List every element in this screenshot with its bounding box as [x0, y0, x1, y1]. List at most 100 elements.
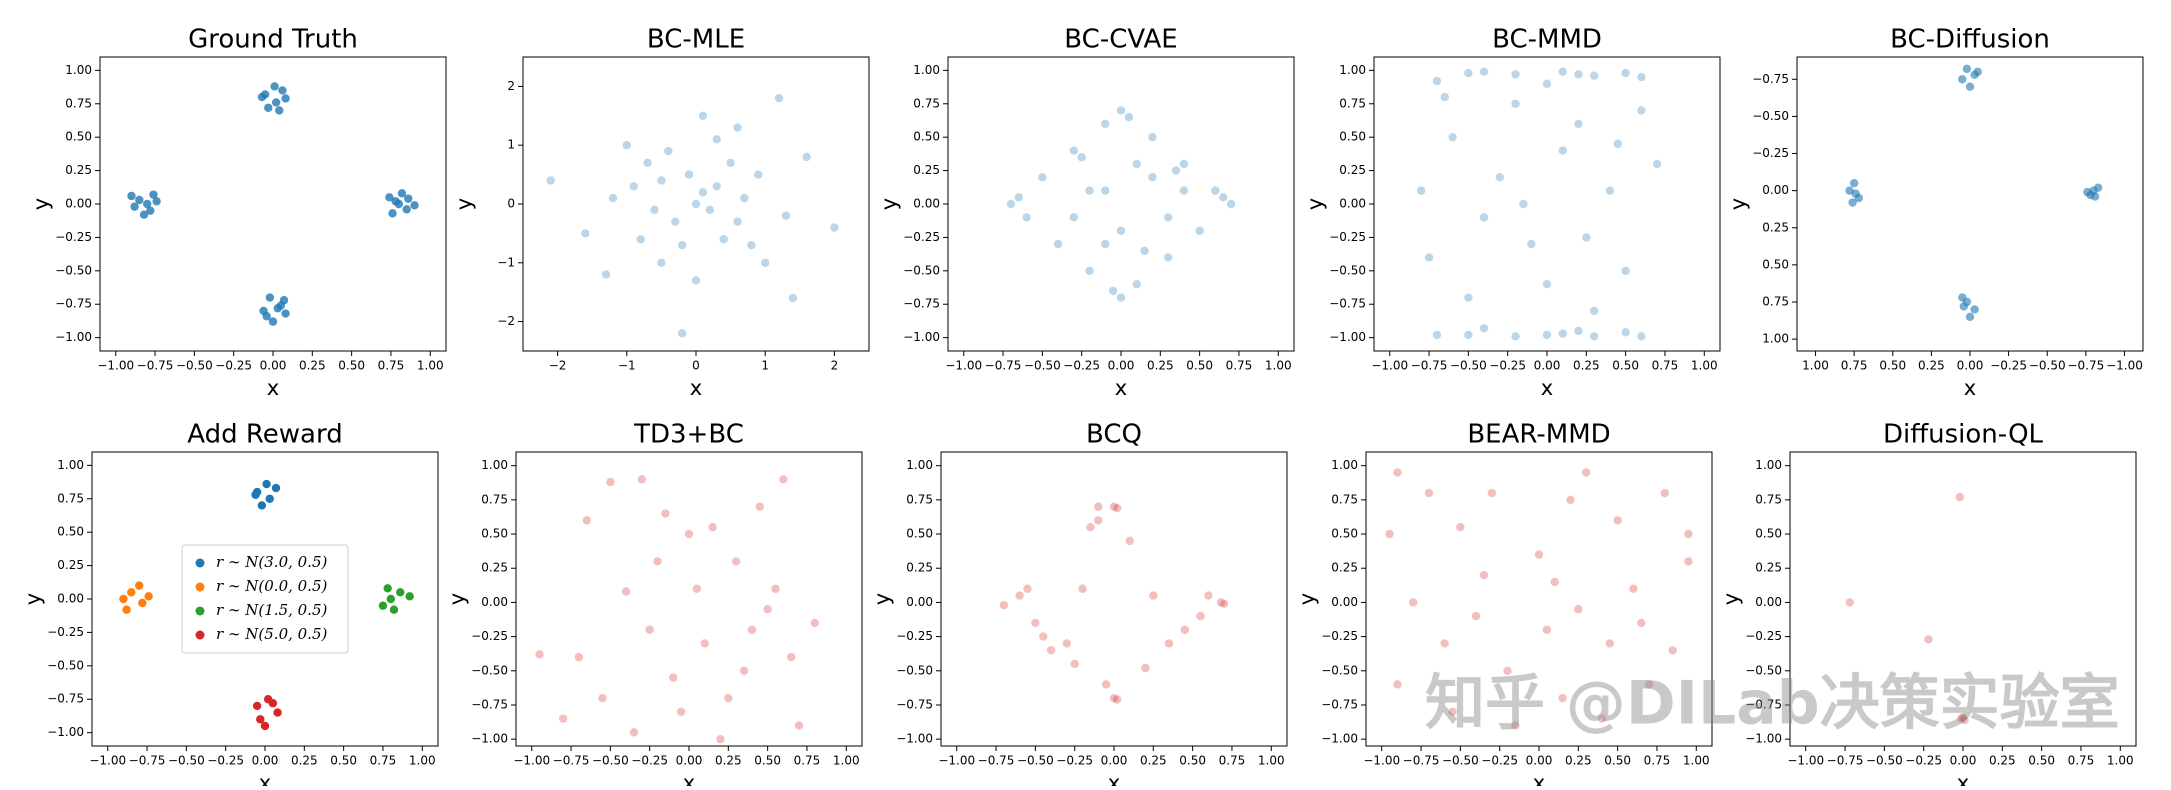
point — [684, 529, 694, 539]
point — [1038, 173, 1047, 182]
point — [637, 475, 647, 484]
point — [268, 317, 278, 326]
legend-marker — [195, 558, 205, 568]
x-axis-label: x — [1541, 376, 1553, 400]
x-tick-label: 0.75 — [794, 754, 821, 768]
x-axis-label: x — [683, 771, 695, 786]
point — [1195, 226, 1204, 235]
x-tick-label: −0.25 — [207, 754, 244, 768]
point — [1094, 502, 1103, 511]
y-tick-label: 1.00 — [1339, 63, 1366, 77]
x-tick-label: 1.00 — [1691, 359, 1718, 373]
point — [1574, 326, 1583, 336]
y-axis-label: y — [452, 198, 476, 210]
x-tick-label: 0.75 — [378, 359, 405, 373]
x-tick-label: −0.50 — [592, 754, 629, 768]
x-tick-label: 0.25 — [1989, 754, 2016, 768]
point — [779, 475, 788, 484]
point — [581, 229, 590, 238]
point — [1511, 721, 1520, 730]
point — [1534, 550, 1544, 559]
point — [265, 293, 275, 302]
x-tick-label: 1.00 — [1802, 359, 1829, 373]
y-tick-label: −0.50 — [1752, 109, 1789, 123]
y-tick-label: −0.25 — [47, 625, 84, 639]
point — [582, 516, 591, 525]
point — [271, 98, 281, 107]
x-tick-label: 1.00 — [1683, 754, 1710, 768]
point — [1558, 67, 1567, 76]
x-tick-label: −1.00 — [2106, 359, 2143, 373]
point — [1960, 715, 1969, 725]
point — [1148, 173, 1157, 182]
x-tick-label: 0.00 — [1526, 754, 1553, 768]
point — [1164, 639, 1174, 648]
point — [1132, 279, 1141, 289]
x-tick-label: 0.25 — [1565, 754, 1592, 768]
x-tick-label: 1.00 — [1265, 359, 1292, 373]
y-tick-label: 0.00 — [906, 595, 933, 609]
point — [546, 176, 555, 185]
x-tick-label: −0.50 — [1450, 359, 1487, 373]
point — [259, 306, 268, 316]
point — [1124, 112, 1134, 122]
point — [1180, 625, 1189, 634]
point — [1015, 591, 1024, 600]
x-tick-label: −0.50 — [2029, 359, 2066, 373]
point — [1495, 173, 1505, 182]
chart-title: Ground Truth — [188, 25, 358, 55]
point — [1581, 468, 1591, 477]
point — [1511, 332, 1520, 341]
x-tick-label: −0.25 — [1990, 359, 2027, 373]
y-tick-label: 0.25 — [906, 561, 933, 575]
point — [1226, 199, 1236, 209]
point — [1542, 79, 1552, 88]
x-tick-label: 2 — [831, 359, 839, 373]
y-tick-label: −0.25 — [1321, 629, 1358, 643]
point — [256, 715, 265, 724]
point — [410, 201, 419, 210]
point — [755, 502, 764, 511]
point — [268, 699, 278, 708]
x-tick-label: 0.50 — [754, 754, 781, 768]
x-axis-label: x — [1533, 771, 1545, 786]
y-tick-label: −2 — [497, 314, 515, 328]
y-axis-label: y — [870, 593, 894, 605]
point — [636, 235, 645, 244]
point — [1955, 492, 1965, 502]
y-tick-label: 1.00 — [1762, 332, 1789, 346]
x-tick-label: −0.75 — [129, 754, 166, 768]
point — [1163, 213, 1173, 222]
point — [1148, 132, 1157, 142]
point — [271, 483, 281, 493]
axes-frame — [947, 56, 1295, 352]
point — [661, 509, 670, 518]
point — [260, 721, 270, 731]
point — [1085, 186, 1094, 195]
x-tick-label: 0.00 — [1534, 359, 1561, 373]
x-tick-label: −0.50 — [168, 754, 205, 768]
point — [733, 217, 742, 226]
point — [1424, 253, 1434, 262]
x-tick-label: −0.75 — [978, 754, 1015, 768]
x-tick-label: 0.75 — [2068, 754, 2095, 768]
point — [1644, 680, 1654, 689]
y-tick-label: 1.00 — [65, 63, 92, 77]
point — [574, 652, 584, 662]
x-tick-label: 0.00 — [676, 754, 703, 768]
point — [397, 189, 407, 198]
point — [1053, 239, 1063, 249]
point — [712, 182, 721, 191]
point — [1519, 199, 1528, 209]
x-tick-label: 0.75 — [370, 754, 397, 768]
chart-title: BEAR-MMD — [1467, 420, 1610, 450]
point — [278, 86, 287, 95]
point — [657, 176, 666, 185]
point — [1125, 536, 1134, 546]
x-tick-label: 0.50 — [2028, 754, 2055, 768]
point — [653, 557, 662, 566]
point — [1471, 611, 1481, 621]
point — [1965, 82, 1975, 91]
point — [127, 588, 136, 597]
